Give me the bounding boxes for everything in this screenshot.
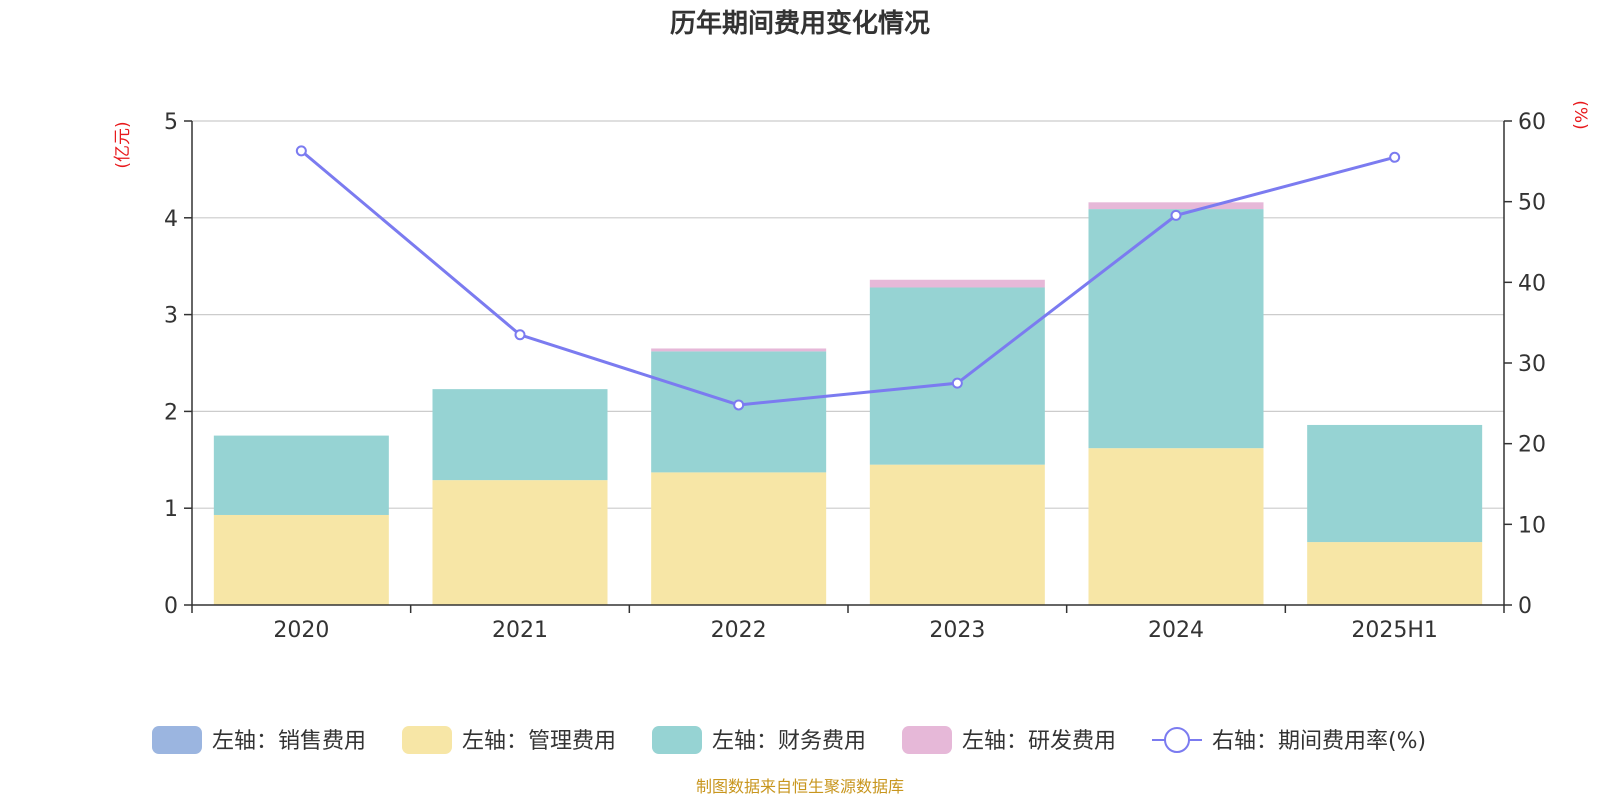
right-axis-unit: (%) bbox=[1570, 100, 1590, 129]
legend-label: 左轴：财务费用 bbox=[712, 729, 866, 754]
bar-segment bbox=[869, 464, 1045, 605]
right-tick-label: 60 bbox=[1518, 110, 1546, 135]
legend-swatch bbox=[902, 726, 952, 754]
bar-segment bbox=[1088, 448, 1264, 605]
gridlines bbox=[192, 120, 1504, 509]
bar-segment bbox=[1088, 209, 1264, 449]
bar-segment bbox=[869, 287, 1045, 465]
left-tick-label: 5 bbox=[164, 110, 178, 135]
left-axis-unit: (亿元) bbox=[113, 121, 133, 168]
rate-line-path bbox=[300, 149, 1396, 407]
bar-segment bbox=[213, 514, 389, 605]
rate-point bbox=[514, 329, 526, 341]
bar-segment bbox=[651, 351, 827, 473]
bar-segment bbox=[213, 435, 389, 515]
legend-label: 左轴：销售费用 bbox=[212, 729, 366, 754]
chart-title: 历年期间费用变化情况 bbox=[670, 8, 930, 39]
legend: 左轴：销售费用 左轴：管理费用 左轴：财务费用 左轴：研发费用 右轴：期间费用率(%) bbox=[152, 726, 1426, 754]
source-note: 制图数据来自恒生聚源数据库 bbox=[696, 777, 904, 796]
bars bbox=[213, 202, 1483, 605]
legend-swatch bbox=[152, 726, 202, 754]
rate-point bbox=[951, 377, 963, 389]
rate-line bbox=[295, 145, 1401, 411]
x-tick-label: 2020 bbox=[273, 618, 329, 643]
legend-swatch bbox=[402, 726, 452, 754]
right-tick-label: 30 bbox=[1518, 352, 1546, 377]
legend-marker bbox=[1164, 727, 1190, 753]
legend-swatch bbox=[652, 726, 702, 754]
bar-segment bbox=[869, 279, 1045, 288]
legend-label: 左轴：管理费用 bbox=[462, 729, 616, 754]
right-tick-label: 0 bbox=[1518, 594, 1532, 619]
legend-label: 右轴：期间费用率(%) bbox=[1212, 729, 1426, 754]
left-tick-label: 4 bbox=[164, 207, 178, 232]
bar-segment bbox=[1307, 542, 1483, 605]
left-tick-label: 0 bbox=[164, 594, 178, 619]
right-tick-label: 40 bbox=[1518, 271, 1546, 296]
bar-segment bbox=[432, 480, 608, 605]
x-tick-label: 2022 bbox=[711, 618, 767, 643]
left-tick-label: 2 bbox=[164, 400, 178, 425]
x-tick-label: 2024 bbox=[1148, 618, 1204, 643]
bar-segment bbox=[651, 472, 827, 605]
right-tick-label: 20 bbox=[1518, 433, 1546, 458]
left-tick-label: 3 bbox=[164, 304, 178, 329]
rate-point bbox=[1389, 151, 1401, 163]
rate-point bbox=[733, 399, 745, 411]
x-tick-label: 2025H1 bbox=[1351, 618, 1438, 643]
x-tick-label: 2021 bbox=[492, 618, 548, 643]
right-tick-label: 50 bbox=[1518, 191, 1546, 216]
bar-segment bbox=[432, 389, 608, 481]
rate-point bbox=[1170, 209, 1182, 221]
x-tick-label: 2023 bbox=[929, 618, 985, 643]
bar-segment bbox=[1088, 202, 1264, 210]
left-tick-label: 1 bbox=[164, 497, 178, 522]
bar-segment bbox=[651, 348, 827, 352]
legend-label: 左轴：研发费用 bbox=[962, 729, 1116, 754]
right-tick-label: 10 bbox=[1518, 513, 1546, 538]
rate-point bbox=[295, 145, 307, 157]
bar-segment bbox=[1307, 424, 1483, 543]
